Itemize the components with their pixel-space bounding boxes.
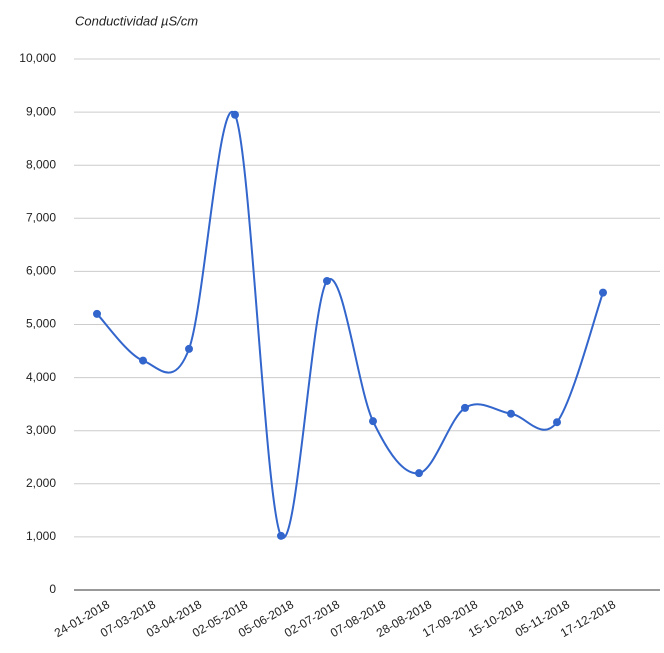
- point: [93, 309, 101, 318]
- point: [323, 276, 331, 285]
- chart-title: Conductividad µS/cm: [75, 13, 198, 28]
- y-tick-label: 8,000: [26, 157, 56, 171]
- y-tick-label: 1,000: [26, 529, 56, 543]
- point: [599, 288, 607, 297]
- y-tick-label: 10,000: [19, 51, 56, 65]
- point: [185, 344, 193, 353]
- point: [415, 469, 423, 478]
- point: [507, 409, 515, 418]
- point: [369, 417, 377, 426]
- point: [461, 403, 469, 412]
- point: [231, 110, 239, 119]
- y-tick-label: 3,000: [26, 423, 56, 437]
- y-tick-label: 9,000: [26, 104, 56, 118]
- y-tick-label: 7,000: [26, 210, 56, 224]
- point: [553, 418, 561, 427]
- y-tick-label: 2,000: [26, 476, 56, 490]
- y-tick-label: 4,000: [26, 370, 56, 384]
- point: [277, 531, 285, 540]
- y-tick-label: 0: [49, 582, 56, 596]
- point: [139, 356, 147, 365]
- y-tick-label: 6,000: [26, 264, 56, 278]
- y-tick-label: 5,000: [26, 317, 56, 331]
